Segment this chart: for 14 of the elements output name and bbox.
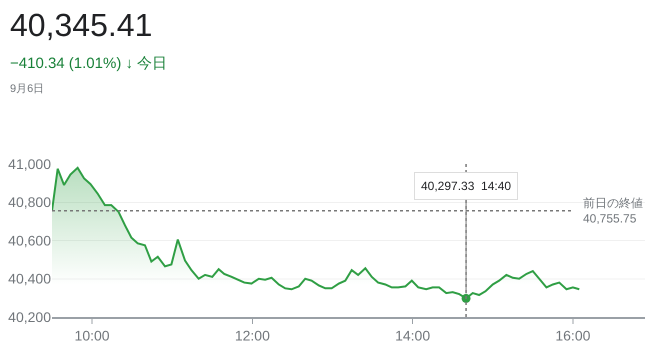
y-tick-label: 40,200 <box>8 308 52 325</box>
ref-line-label: 前日の終値 40,755.75 <box>583 196 643 226</box>
y-tick-label: 40,400 <box>8 270 52 287</box>
x-tick-label: 12:00 <box>234 328 270 344</box>
y-tick-label: 40,800 <box>8 194 52 210</box>
y-tick-label: 40,600 <box>8 232 52 248</box>
chart-subtitle: −410.34 (1.01%) ↓ 今日 <box>10 55 168 72</box>
y-tick-label: 41,000 <box>8 156 52 172</box>
x-tick-label: 14:00 <box>395 328 430 344</box>
chart-title: 40,345.41 <box>10 7 152 43</box>
text: 9月6日 <box>10 83 44 95</box>
annotation: 40,297.33 14:40 <box>421 179 512 193</box>
x-tick-label: 16:00 <box>555 328 591 344</box>
x-tick-label: 10:00 <box>74 328 110 344</box>
